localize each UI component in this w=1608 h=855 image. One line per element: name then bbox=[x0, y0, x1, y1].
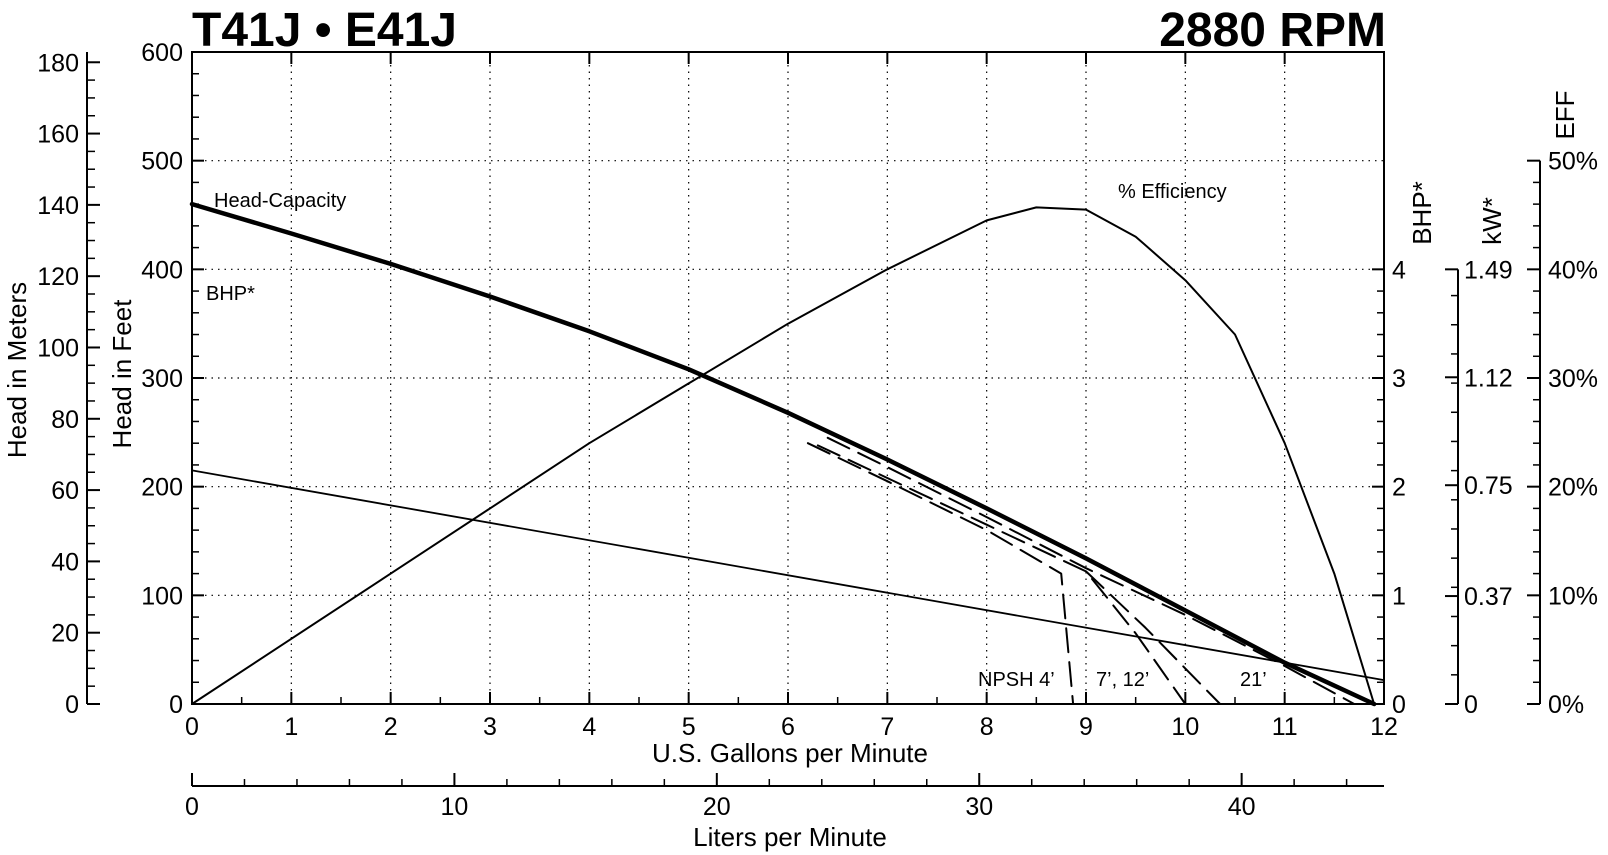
x-tick-label: 2 bbox=[384, 713, 398, 741]
meters-tick-label: 120 bbox=[37, 263, 79, 291]
bhp-curve bbox=[191, 469, 1385, 681]
x-tick-label: 8 bbox=[980, 713, 994, 741]
npsh-21-curve bbox=[826, 436, 1356, 705]
head-capacity-curve bbox=[189, 201, 1377, 707]
meters-tick-label: 100 bbox=[37, 334, 79, 362]
grid-lines bbox=[192, 52, 1384, 704]
y-tick-label: 0 bbox=[169, 691, 183, 719]
kw-tick-label: 0.37 bbox=[1464, 583, 1513, 611]
y-tick-label: 600 bbox=[141, 39, 183, 67]
chart-title-model: T41J • E41J bbox=[192, 4, 457, 57]
eff-tick-label: 40% bbox=[1548, 256, 1598, 284]
y-axis-label-eff: EFF bbox=[1550, 90, 1580, 139]
y-axis-label-kw: kW* bbox=[1477, 197, 1507, 245]
bhp-tick-label: 4 bbox=[1392, 256, 1406, 284]
label-npsh-7-12: 7’, 12’ bbox=[1096, 669, 1149, 691]
x-tick-label: 10 bbox=[1171, 713, 1199, 741]
eff-tick-label: 20% bbox=[1548, 474, 1598, 502]
x-tick-label: 1 bbox=[284, 713, 298, 741]
y-tick-label: 200 bbox=[141, 474, 183, 502]
x2-axis-label: Liters per Minute bbox=[693, 822, 887, 852]
x-tick-label: 5 bbox=[682, 713, 696, 741]
y-tick-label: 500 bbox=[141, 148, 183, 176]
kw-tick-label: 0 bbox=[1464, 691, 1478, 719]
y-tick-label: 300 bbox=[141, 365, 183, 393]
bhp-tick-label: 1 bbox=[1392, 582, 1406, 610]
y-axis-feet: 0 100 200 300 400 500 600 bbox=[141, 39, 204, 719]
y-axis-label-feet: Head in Feet bbox=[107, 299, 137, 449]
x-tick-label: 6 bbox=[781, 713, 795, 741]
lpm-tick-label: 10 bbox=[441, 793, 469, 821]
x-tick-label: 7 bbox=[880, 713, 894, 741]
kw-tick-label: 1.49 bbox=[1464, 256, 1513, 284]
meters-tick-label: 60 bbox=[51, 477, 79, 505]
npsh-7-curve bbox=[816, 444, 1187, 705]
x-tick-label: 11 bbox=[1272, 713, 1298, 741]
x-tick-label: 9 bbox=[1079, 713, 1093, 741]
chart-title-rpm: 2880 RPM bbox=[1159, 4, 1386, 57]
y-axis-bhp: 0 1 2 3 4 bbox=[1372, 256, 1406, 719]
x-axis-gpm: 0 1 2 3 4 5 6 7 8 9 10 11 12 bbox=[185, 52, 1398, 741]
eff-tick-label: 30% bbox=[1548, 365, 1598, 393]
y-tick-label: 400 bbox=[141, 256, 183, 284]
bhp-tick-label: 3 bbox=[1392, 365, 1406, 393]
x-tick-label: 3 bbox=[483, 713, 497, 741]
label-efficiency: % Efficiency bbox=[1118, 181, 1227, 203]
meters-tick-label: 40 bbox=[51, 548, 79, 576]
x-axis-label: U.S. Gallons per Minute bbox=[652, 738, 928, 768]
y-axis-kw: 0 0.37 0.75 1.12 1.49 bbox=[1445, 256, 1513, 719]
npsh-4-curve bbox=[806, 442, 1075, 705]
label-head-capacity: Head-Capacity bbox=[214, 190, 346, 212]
kw-tick-label: 0.75 bbox=[1464, 472, 1513, 500]
series-curves bbox=[189, 201, 1385, 707]
eff-tick-label: 50% bbox=[1548, 148, 1598, 176]
y-axis-label-bhp: BHP* bbox=[1407, 181, 1437, 245]
meters-tick-label: 160 bbox=[37, 121, 79, 149]
lpm-tick-label: 20 bbox=[703, 793, 731, 821]
meters-tick-label: 80 bbox=[51, 406, 79, 434]
kw-tick-label: 1.12 bbox=[1464, 364, 1513, 392]
eff-tick-label: 0% bbox=[1548, 691, 1584, 719]
eff-tick-label: 10% bbox=[1548, 582, 1598, 610]
x-tick-label: 0 bbox=[185, 713, 199, 741]
meters-tick-label: 180 bbox=[37, 49, 79, 77]
meters-tick-label: 140 bbox=[37, 192, 79, 220]
meters-tick-label: 0 bbox=[65, 691, 79, 719]
meters-tick-label: 20 bbox=[51, 620, 79, 648]
y-axis-efficiency: 0% 10% 20% 30% 40% 50% bbox=[1527, 148, 1598, 719]
lpm-tick-label: 30 bbox=[965, 793, 993, 821]
y-axis-label-meters: Head in Meters bbox=[2, 282, 32, 458]
bhp-tick-label: 2 bbox=[1392, 474, 1406, 502]
x-tick-label: 4 bbox=[582, 713, 596, 741]
label-npsh-21: 21’ bbox=[1240, 669, 1267, 691]
lpm-tick-label: 40 bbox=[1228, 793, 1256, 821]
bhp-tick-label: 0 bbox=[1392, 691, 1406, 719]
y-axis-meters: 0 20 40 60 80 100 120 140 160 180 bbox=[37, 49, 100, 719]
x-axis-lpm: 0 10 20 30 40 bbox=[185, 773, 1384, 821]
label-npsh-4: NPSH 4’ bbox=[978, 669, 1055, 691]
label-bhp: BHP* bbox=[206, 283, 255, 305]
lpm-tick-label: 0 bbox=[185, 793, 199, 821]
y-tick-label: 100 bbox=[141, 582, 183, 610]
efficiency-curve bbox=[191, 206, 1376, 705]
x-tick-label: 12 bbox=[1370, 713, 1398, 741]
npsh-12-curve bbox=[1085, 570, 1222, 705]
